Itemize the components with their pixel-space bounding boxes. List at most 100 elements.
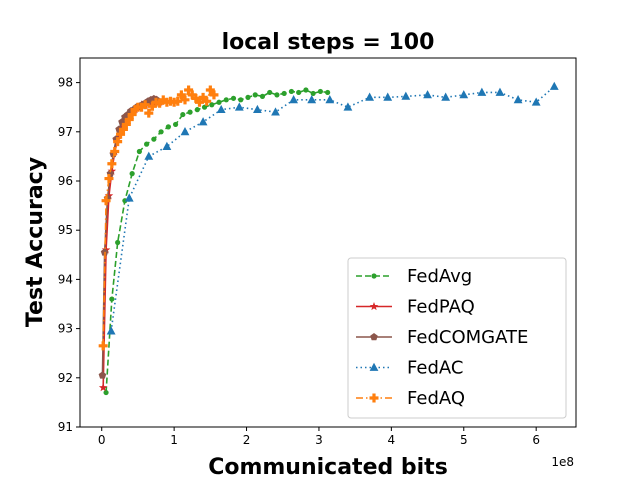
data-point (202, 96, 212, 106)
data-point (180, 95, 190, 105)
plot-area (98, 81, 559, 396)
data-point (365, 92, 375, 101)
x-tick-label: 0 (98, 433, 106, 447)
series-fedac (106, 81, 559, 335)
y-axis-label: Test Accuracy (23, 157, 48, 327)
data-point (288, 88, 295, 95)
legend-label: FedPAQ (407, 297, 475, 318)
y-tick-label: 92 (58, 371, 73, 385)
data-point (151, 136, 157, 142)
data-point (136, 148, 142, 155)
data-point (98, 371, 107, 379)
data-point (194, 97, 204, 107)
axes-frame (79, 57, 577, 428)
y-tick-label: 98 (58, 76, 73, 90)
data-point (109, 296, 115, 302)
legend-marker (369, 393, 379, 403)
data-point (238, 97, 244, 103)
data-point (130, 105, 140, 115)
data-point (147, 101, 157, 111)
data-point (121, 119, 131, 129)
data-point (401, 91, 411, 100)
data-point (310, 90, 316, 97)
data-point (184, 85, 194, 95)
y-tick-label: 95 (58, 223, 73, 237)
data-point (245, 94, 251, 100)
data-point (296, 89, 302, 96)
x-offset-label: 1e8 (551, 455, 574, 469)
chart-title: local steps = 100 (222, 30, 435, 55)
data-point (223, 97, 229, 103)
legend-box (347, 257, 567, 419)
data-point (187, 109, 193, 115)
legend-label: FedAQ (407, 388, 465, 409)
axes: 0 1 2 3 4 5 6 91 92 93 94 95 96 97 98 (58, 57, 577, 447)
data-point (281, 90, 287, 97)
data-point (549, 81, 559, 90)
data-point (230, 95, 237, 101)
data-point (98, 383, 108, 392)
x-tick-label: 5 (460, 433, 468, 447)
data-point (127, 110, 137, 120)
data-point (252, 92, 258, 98)
data-point (98, 341, 108, 351)
x-tick-label: 4 (388, 433, 396, 447)
data-point (198, 92, 208, 102)
data-point (144, 151, 154, 160)
data-point (115, 239, 121, 246)
data-point (176, 90, 186, 100)
data-point (173, 96, 183, 106)
legend-marker (369, 362, 379, 371)
legend-marker (371, 273, 377, 279)
data-point (325, 89, 331, 96)
x-tick-label: 1 (170, 433, 178, 447)
data-point (140, 100, 150, 110)
data-point (172, 121, 179, 128)
x-tick-label: 2 (243, 433, 251, 447)
data-point (267, 89, 273, 96)
data-point (116, 129, 126, 139)
data-point (129, 171, 135, 177)
data-point (216, 104, 226, 114)
data-point (103, 389, 109, 396)
data-point (124, 193, 134, 202)
data-point (307, 95, 317, 104)
data-point (459, 90, 469, 99)
series-line (102, 98, 161, 388)
data-point (201, 104, 208, 110)
x-axis-label: Communicated bits (208, 455, 448, 480)
data-point (303, 87, 309, 93)
data-point (124, 115, 134, 124)
data-point (289, 95, 299, 104)
data-point (106, 326, 116, 335)
data-point (191, 93, 201, 103)
data-point (205, 85, 215, 95)
data-point (158, 95, 168, 105)
data-point (234, 102, 244, 111)
legend-marker (370, 333, 378, 341)
data-point (165, 124, 171, 130)
data-point (383, 92, 393, 101)
data-point (194, 107, 200, 113)
data-point (110, 146, 120, 156)
y-tick-label: 94 (58, 272, 73, 286)
x-tick-label: 3 (315, 433, 323, 447)
data-point (118, 124, 128, 134)
data-point (477, 87, 487, 96)
series-fedaq (98, 85, 219, 351)
data-point (198, 117, 208, 126)
legend-label: FedAC (407, 358, 463, 379)
series-line (105, 89, 328, 393)
data-point (531, 97, 541, 106)
legend-entry: FedAC (356, 358, 463, 379)
data-point (158, 129, 164, 135)
data-point (317, 88, 323, 95)
data-point (513, 95, 523, 104)
legend-entry: FedAQ (356, 388, 465, 409)
data-point (216, 99, 222, 105)
data-point (325, 95, 335, 104)
data-point (113, 137, 123, 147)
data-point (495, 87, 505, 96)
data-point (180, 111, 186, 118)
